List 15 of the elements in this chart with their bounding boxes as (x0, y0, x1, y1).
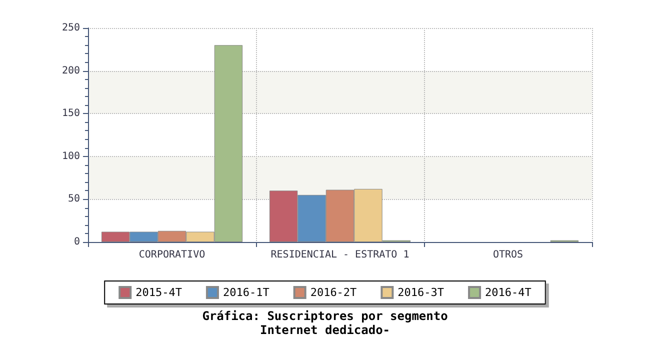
text: Gráfica: Suscriptores por segmento Internet dedicado- (202, 309, 448, 337)
legend-label: 2016-1T (222, 286, 270, 299)
y-tick-label: 0 (74, 236, 80, 248)
legend-label: 2016-3T (398, 286, 444, 299)
x-tick-label: OTROS (492, 250, 524, 260)
x-tick-label: CORPORATIVO (138, 250, 206, 260)
x-tick-label: RESIDENCIAL - ESTRATO 1 (270, 250, 410, 260)
legend-label: 2016-4T (485, 286, 532, 299)
y-tick-label: 50 (68, 194, 80, 205)
y-tick-label: 250 (62, 22, 80, 34)
y-tick-label: 100 (62, 150, 80, 162)
y-tick-label: 150 (62, 108, 80, 120)
legend-label: 2015-4T (136, 286, 182, 299)
legend-label: 2016-2T (310, 286, 358, 299)
y-tick-label: 200 (62, 65, 80, 76)
